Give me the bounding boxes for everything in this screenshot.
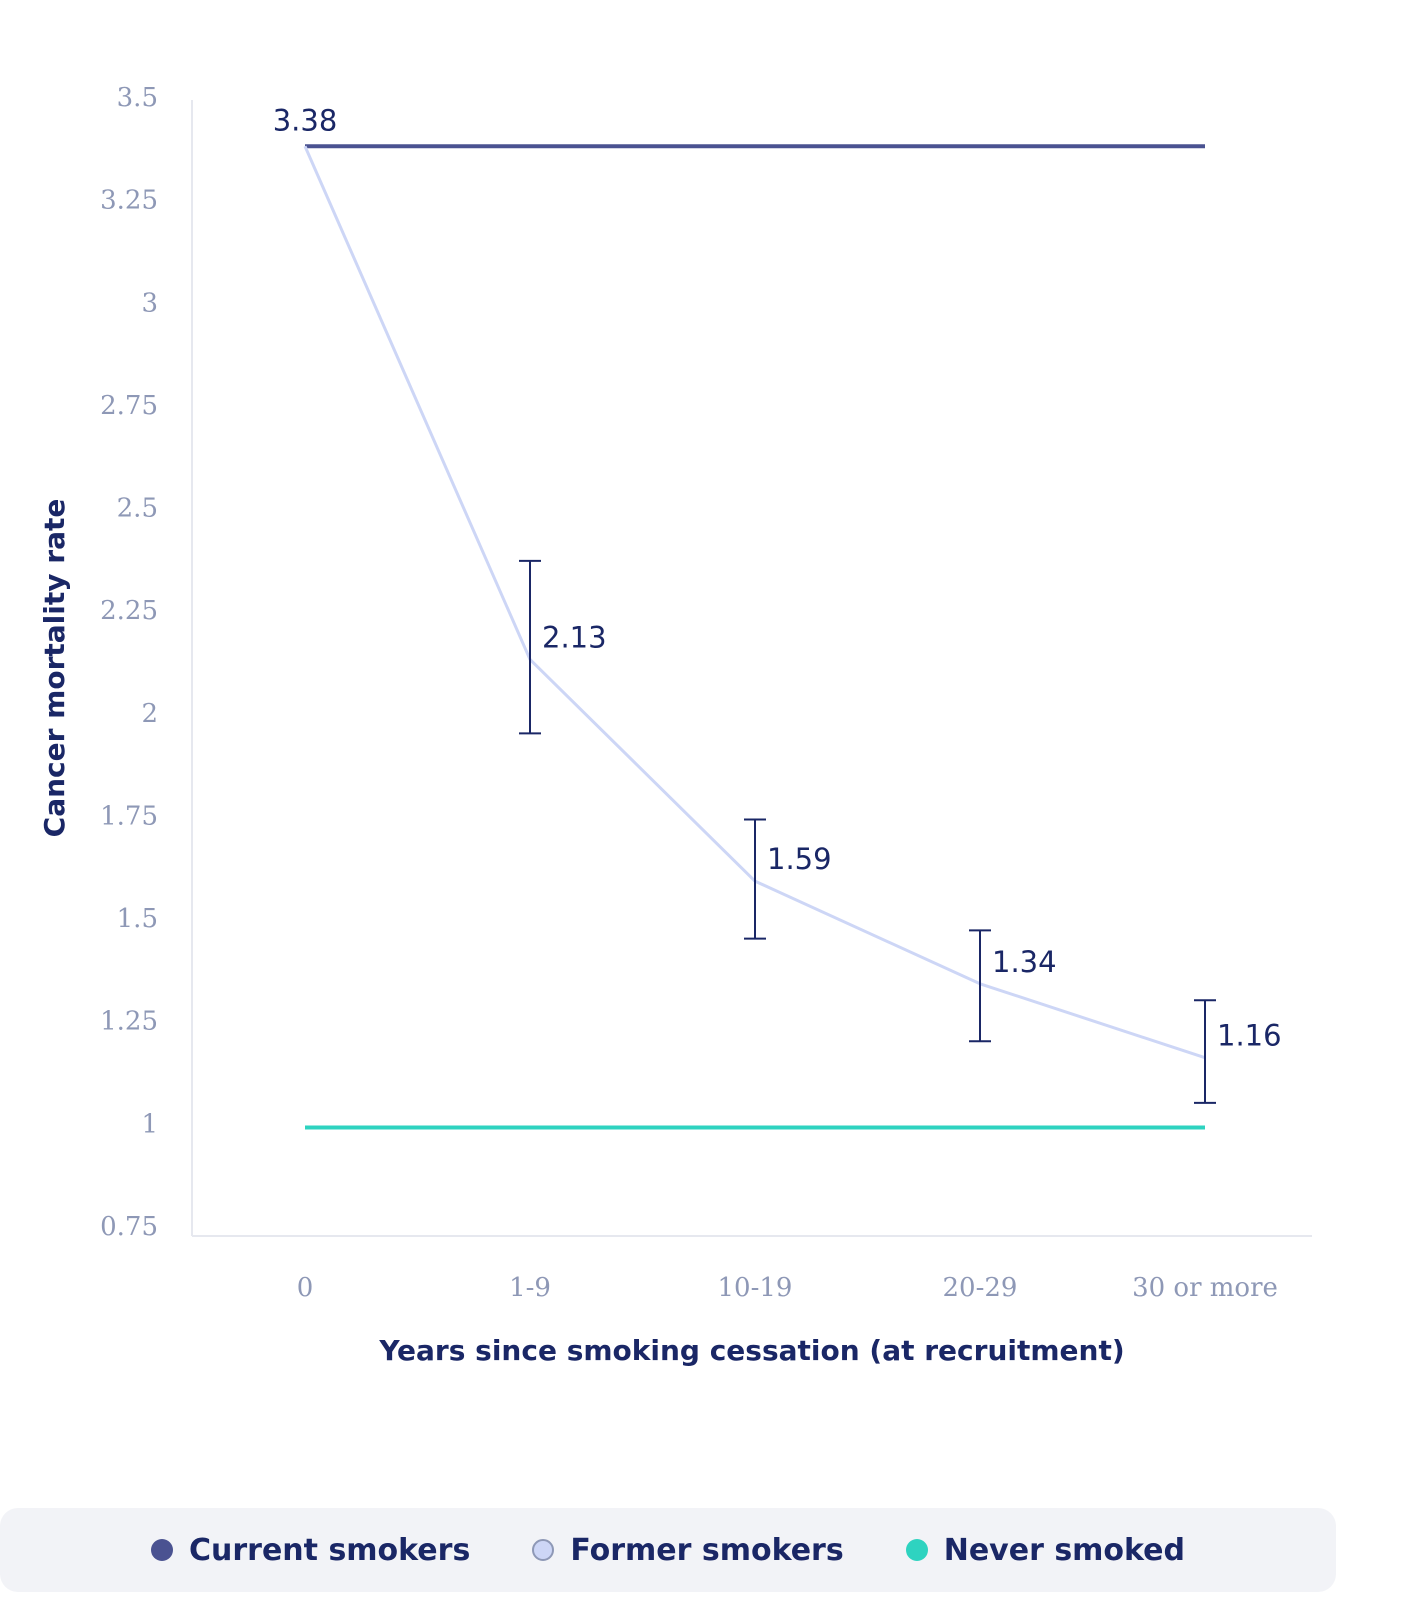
error-bar — [1194, 999, 1216, 1104]
y-tick-label: 1 — [141, 1109, 158, 1139]
y-tick-label: 1.5 — [117, 904, 158, 934]
error-bar — [519, 559, 541, 735]
error-bar — [969, 929, 991, 1043]
axes — [191, 100, 1312, 1237]
data-label: 2.13 — [542, 620, 607, 654]
y-tick-label: 2 — [141, 699, 158, 729]
x-tick-label: 10-19 — [718, 1273, 793, 1303]
legend-label: Current smokers — [188, 1532, 471, 1568]
data-label: 1.34 — [992, 945, 1057, 979]
y-tick-label: 2.75 — [100, 391, 158, 421]
legend-item-current-smokers[interactable]: Current smokers — [150, 1532, 471, 1568]
legend-dot-former-smokers — [532, 1539, 555, 1561]
legend-item-former-smokers[interactable]: Former smokers — [532, 1532, 844, 1568]
y-tick-label: 2.5 — [117, 494, 158, 524]
legend-dot-current-smokers — [150, 1539, 173, 1561]
series-lines — [303, 144, 1206, 1130]
x-tick-label: 0 — [297, 1273, 314, 1303]
legend-item-never-smoked[interactable]: Never smoked — [905, 1532, 1186, 1568]
data-label: 1.59 — [767, 842, 832, 876]
chart-area: 3.5 3.25 3 2.75 2.5 2.25 2 1.75 1.5 1.25 1 0.75 0 1-… — [38, 83, 1312, 1367]
y-axis-title: Cancer mortality rate — [38, 499, 71, 838]
y-tick-label: 1.75 — [100, 801, 158, 831]
x-tick-label: 20-29 — [943, 1273, 1018, 1303]
error-bar — [744, 818, 766, 940]
y-tick-label: 3.5 — [117, 83, 158, 113]
y-tick-label: 2.25 — [100, 596, 158, 626]
legend-label: Never smoked — [943, 1532, 1186, 1568]
data-labels: 3.38 2.13 1.59 1.34 1.16 — [273, 103, 1282, 1052]
x-tick-labels: 0 1-9 10-19 20-29 30 or more — [297, 1273, 1278, 1303]
legend: Current smokers Former smokers Never smo… — [0, 1508, 1336, 1592]
data-label: 3.38 — [273, 103, 338, 137]
y-tick-label: 1.25 — [100, 1007, 158, 1037]
legend-label: Former smokers — [570, 1532, 844, 1568]
x-tick-label: 1-9 — [509, 1273, 551, 1303]
data-label: 1.16 — [1217, 1019, 1282, 1053]
x-axis-title: Years since smoking cessation (at recrui… — [378, 1334, 1124, 1367]
y-tick-labels: 3.5 3.25 3 2.75 2.5 2.25 2 1.75 1.5 1.25 1 0.75 — [100, 83, 158, 1242]
y-tick-label: 3.25 — [100, 186, 158, 216]
y-tick-label: 0.75 — [100, 1212, 158, 1242]
legend-dot-never-smoked — [905, 1539, 928, 1561]
x-tick-label: 30 or more — [1132, 1273, 1278, 1303]
error-bars — [519, 559, 1216, 1104]
y-tick-label: 3 — [141, 288, 158, 318]
